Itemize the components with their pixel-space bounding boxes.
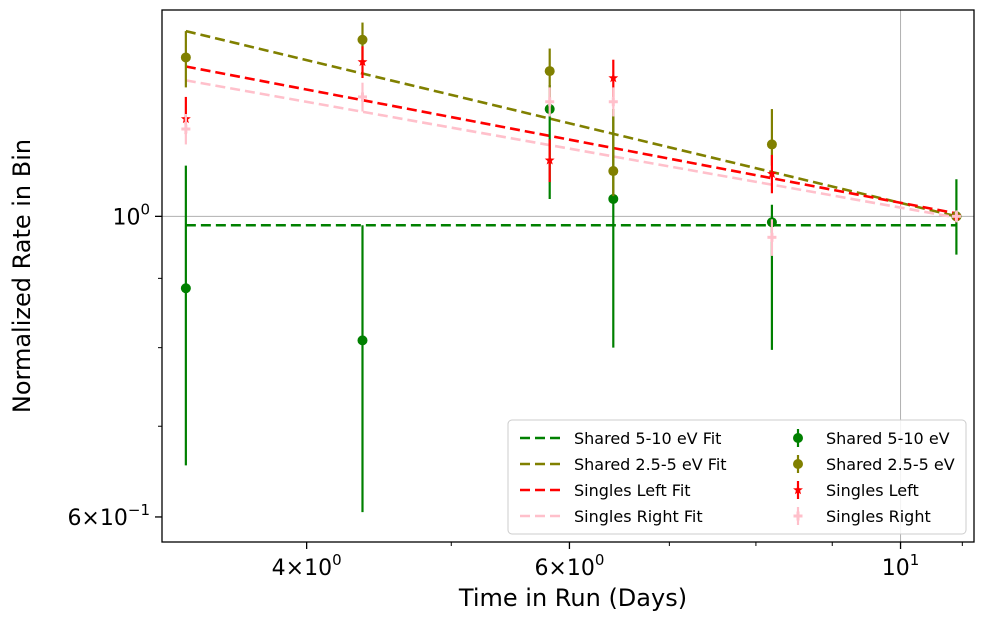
- legend-label-left-0: Shared 5-10 eV Fit: [574, 429, 721, 448]
- point-s3-p5-v: [954, 211, 958, 221]
- point-s2-p2: [544, 155, 555, 165]
- point-s0-p3: [608, 193, 619, 204]
- ticks: 4×100 6×100 101 6×10−1 100: [67, 200, 963, 581]
- legend-label-right-2: Singles Left: [826, 481, 919, 500]
- legend-box: [507, 419, 967, 535]
- point-s3-p2-v: [548, 97, 552, 107]
- point-s3-p1: [357, 92, 367, 102]
- point-s3-p5: [951, 211, 961, 221]
- point-s1-p2: [544, 66, 555, 77]
- point-s3-p3-v: [611, 97, 615, 107]
- x-tick-label-2: 101: [882, 551, 920, 581]
- legend-label-right-0: Shared 5-10 eV: [826, 429, 950, 448]
- point-s0-p0: [180, 283, 191, 294]
- legend-marker-0: [793, 433, 803, 443]
- y-axis-label: Normalized Rate in Bin: [8, 139, 36, 413]
- point-s3-p4: [767, 232, 777, 242]
- point-s0-p1: [357, 335, 368, 346]
- fit-line-2: [185, 65, 957, 215]
- point-s2-p4: [766, 168, 777, 178]
- data-points: [180, 22, 962, 513]
- point-s3-p1-v: [360, 92, 364, 102]
- legend-marker-3: [793, 511, 803, 521]
- legend-label-right-3: Singles Right: [826, 507, 931, 526]
- point-s3-p0-v: [184, 124, 188, 134]
- legend-label-left-2: Singles Left Fit: [574, 481, 691, 500]
- point-s1-p4: [766, 139, 777, 150]
- point-s2-p3: [608, 72, 619, 83]
- legend-marker-2: [793, 484, 803, 495]
- x-tick-label-0: 4×100: [272, 551, 342, 581]
- legend: Shared 5-10 eV Fit Shared 2.5-5 eV Fit Sin…: [507, 419, 967, 535]
- x-axis-label: Time in Run (Days): [458, 584, 687, 612]
- legend-label-right-1: Shared 2.5-5 eV: [826, 455, 955, 474]
- fit-line-3: [185, 79, 957, 219]
- point-s1-p3: [608, 166, 619, 177]
- point-s3-p0: [181, 124, 191, 134]
- point-s3-p2: [545, 97, 555, 107]
- legend-label-left-1: Shared 2.5-5 eV Fit: [574, 455, 727, 474]
- point-s2-p1: [357, 56, 368, 67]
- y-tick-label-0: 6×10−1: [67, 501, 150, 531]
- point-s1-p0: [180, 52, 191, 63]
- legend-marker-3-v: [796, 511, 800, 521]
- point-s1-p1: [357, 34, 368, 45]
- x-tick-label-1: 6×100: [534, 551, 604, 581]
- point-s3-p4-v: [770, 232, 774, 242]
- fit-line-1: [185, 29, 957, 218]
- y-tick-label-1: 100: [112, 200, 150, 230]
- fit-lines: [185, 29, 957, 227]
- point-s3-p3: [608, 97, 618, 107]
- plot-frame: [161, 9, 975, 543]
- legend-marker-1: [793, 459, 803, 469]
- legend-label-left-3: Singles Right Fit: [574, 507, 703, 526]
